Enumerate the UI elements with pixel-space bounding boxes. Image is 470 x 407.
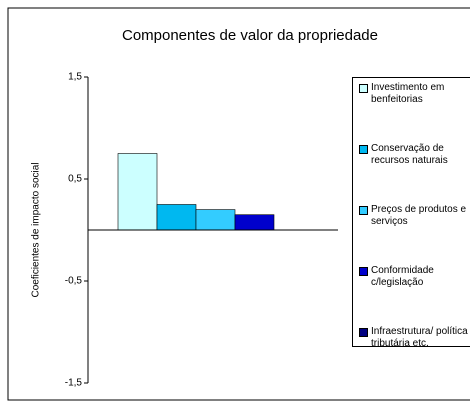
legend-entry: Infraestrutura/ política tributária etc. — [359, 326, 470, 350]
legend-swatch — [359, 145, 368, 154]
y-tick-label: 1,5 — [68, 72, 82, 83]
legend-entry: Conformidade c/legislação — [359, 265, 470, 289]
legend-label: Investimento em benfeitorias — [371, 82, 445, 105]
bar — [234, 214, 275, 231]
chart-title: Componentes de valor da propriedade — [122, 27, 378, 44]
y-tick-label: -0,5 — [65, 276, 83, 287]
legend: Investimento em benfeitorias Conservação … — [352, 77, 470, 350]
bar — [195, 209, 236, 231]
bar — [117, 153, 158, 231]
y-tick-label: 0,5 — [68, 174, 82, 185]
y-tick-label: -1,5 — [65, 378, 83, 389]
bar — [156, 204, 197, 231]
legend-entry: Preços de produtos e serviços — [359, 204, 470, 228]
legend-label: Conformidade c/legislação — [371, 265, 434, 288]
legend-swatch — [359, 328, 368, 337]
legend-entry: Conservação de recursos naturais — [359, 143, 470, 167]
legend-label: Conservação de recursos naturais — [371, 143, 448, 166]
legend-swatch — [359, 267, 368, 276]
legend-swatch — [359, 206, 368, 215]
legend-label: Preços de produtos e serviços — [371, 204, 467, 227]
legend-entry: Investimento em benfeitorias — [359, 82, 470, 106]
legend-swatch — [359, 84, 368, 93]
y-axis-label: Coeficientes de impacto social — [31, 162, 42, 297]
legend-label: Infraestrutura/ política tributária etc. — [371, 326, 468, 349]
